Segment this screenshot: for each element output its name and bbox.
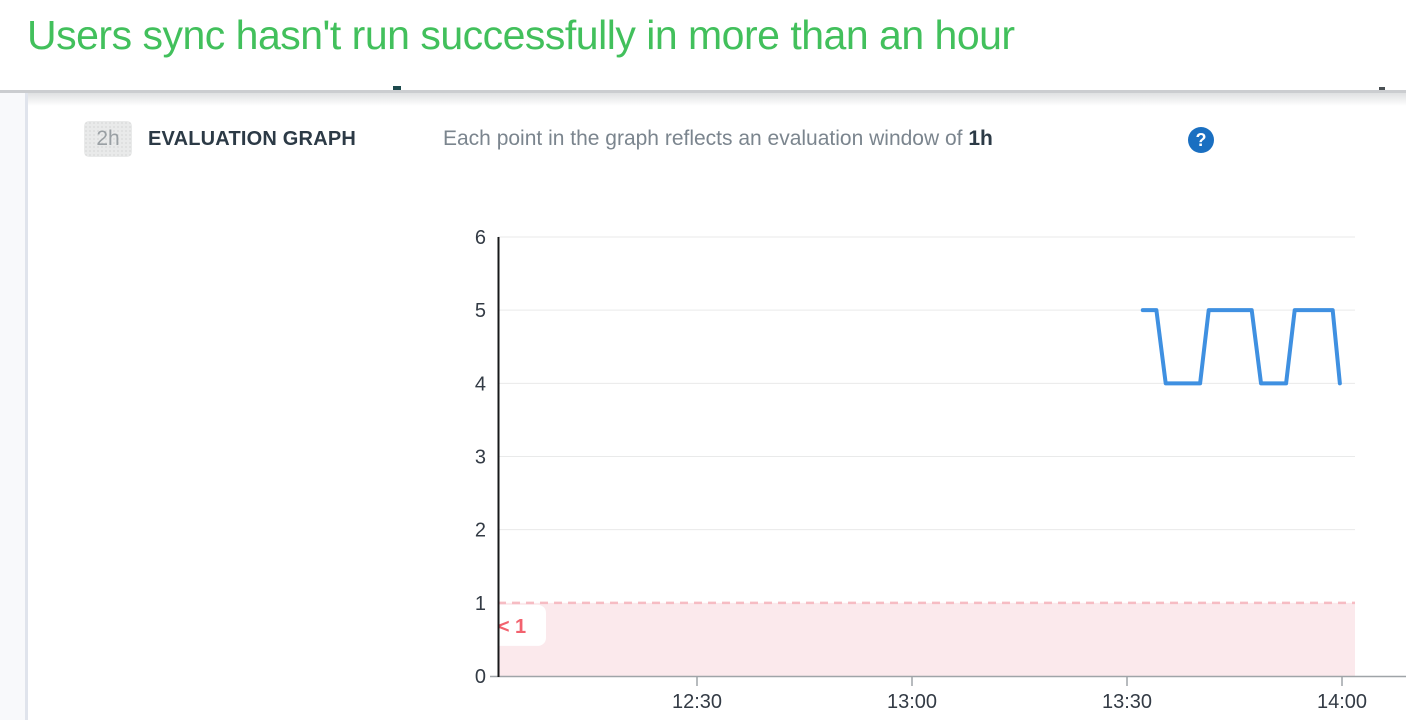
series-line (1140, 308, 1342, 386)
left-rail-border (25, 93, 28, 720)
alert-header: Users sync hasn't run successfully in mo… (0, 0, 1406, 90)
y-tick-label: 1 (475, 593, 486, 615)
y-tick-label: 2 (475, 520, 486, 542)
evaluation-description-text: Each point in the graph reflects an eval… (443, 127, 969, 150)
evaluation-graph[interactable]: < 1 12:30 13:00 13:30 14:00 0 1 2 3 4 5 6 (0, 210, 1406, 720)
x-tick-label: 13:30 (1102, 691, 1152, 713)
evaluation-window-value: 1h (968, 127, 993, 150)
evaluation-description: Each point in the graph reflects an eval… (443, 127, 993, 151)
header-divider-shadow (0, 93, 1406, 106)
y-tick-label: 5 (475, 300, 486, 322)
cutoff-artifact (1379, 87, 1385, 90)
y-tick-label: 0 (475, 666, 486, 688)
y-tick-label: 6 (475, 227, 486, 249)
header-divider (0, 90, 1406, 93)
alert-title: Users sync hasn't run successfully in mo… (27, 12, 1015, 58)
threshold-region (498, 602, 1355, 676)
evaluation-window-badge: 2h (84, 121, 132, 157)
left-rail (0, 93, 25, 720)
threshold-label-box (491, 604, 546, 646)
y-tick-label: 4 (475, 373, 486, 395)
question-mark-circle-icon[interactable]: ? (1188, 127, 1214, 153)
x-tick-label: 12:30 (672, 691, 722, 713)
y-tick-label: 3 (475, 447, 486, 469)
evaluation-graph-label: EVALUATION GRAPH (148, 128, 357, 150)
x-tick-label: 13:00 (887, 691, 937, 713)
x-tick-label: 14:00 (1317, 691, 1367, 713)
cutoff-artifact (393, 86, 401, 90)
threshold-label: < 1 (498, 616, 526, 638)
